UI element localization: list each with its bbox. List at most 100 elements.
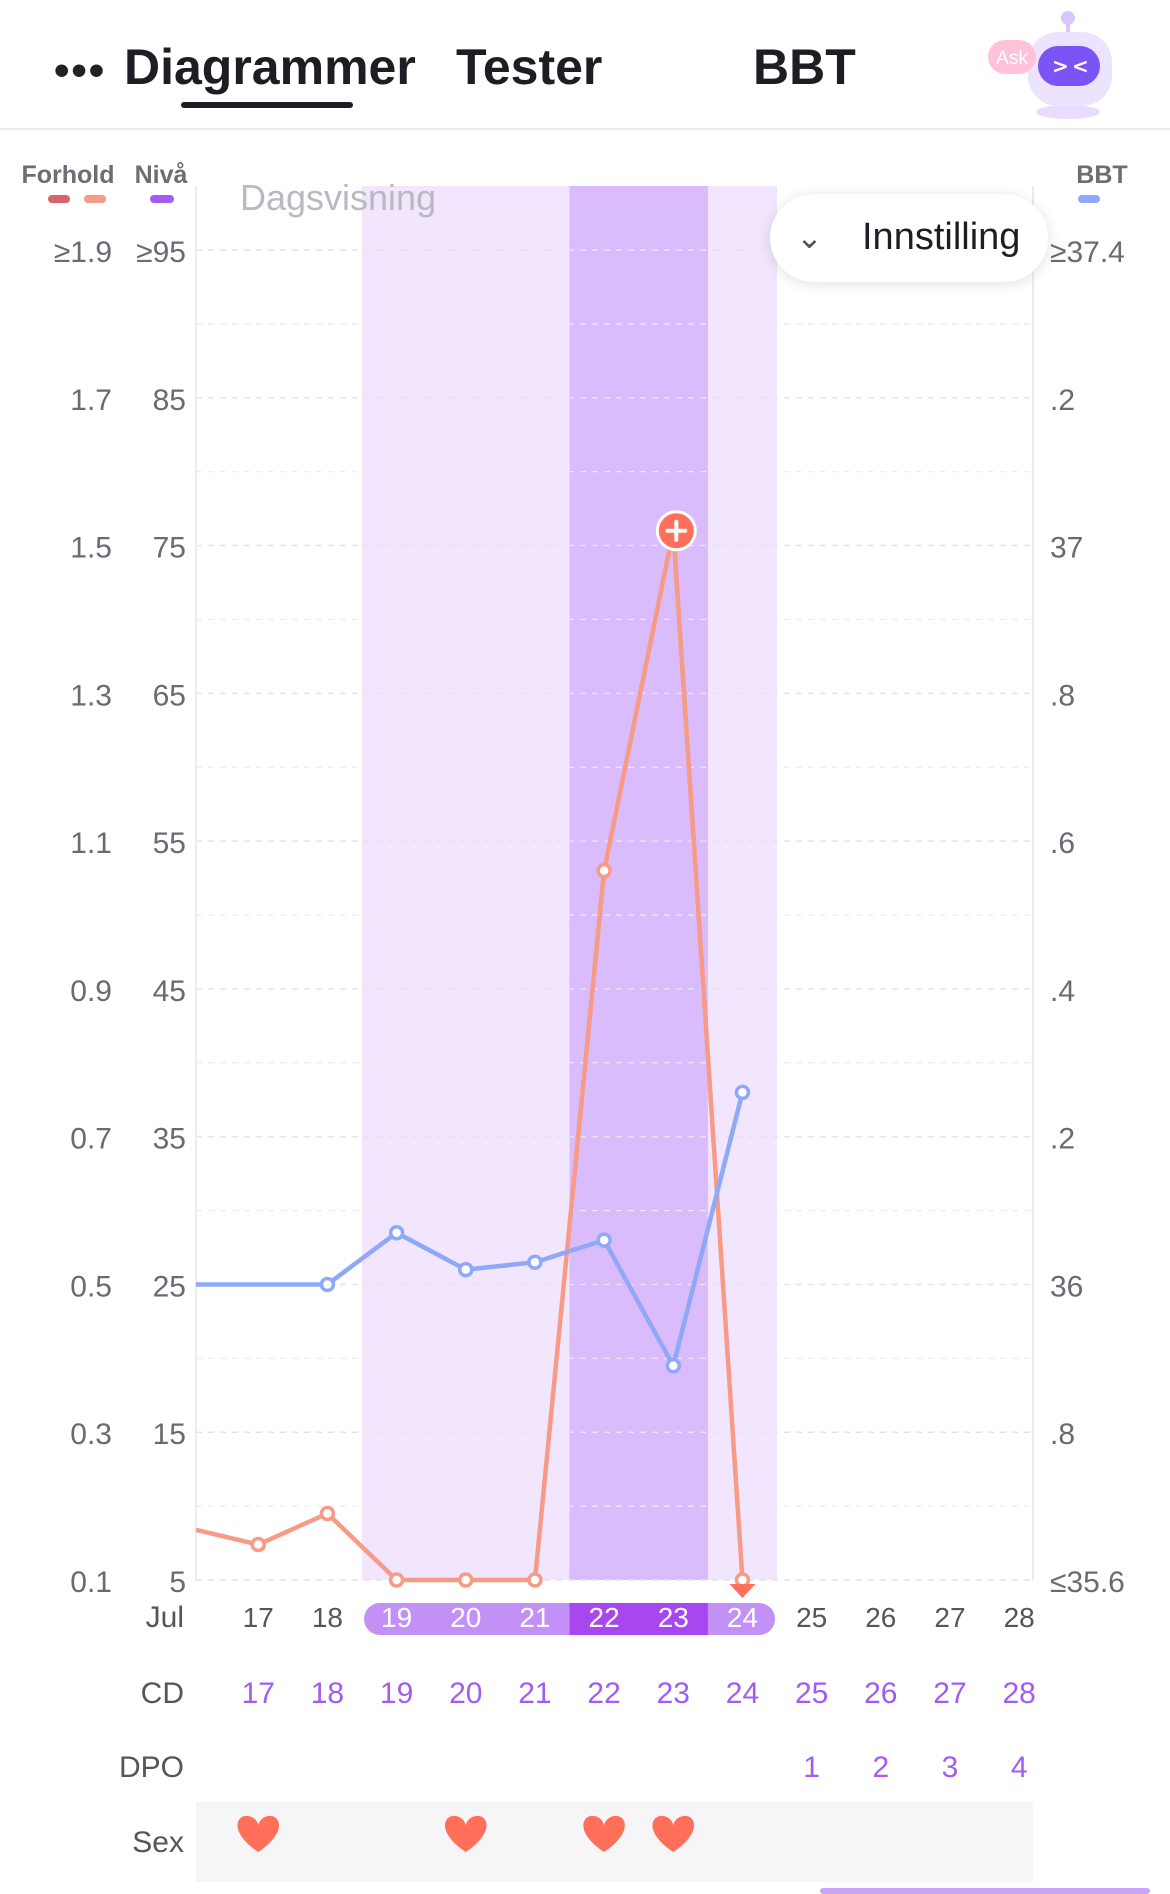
cd-value: 25 <box>795 1677 828 1710</box>
bbt-axis-tick: ≤35.6 <box>1050 1566 1125 1599</box>
ratio-point <box>388 1572 405 1588</box>
heart-icon <box>652 1815 695 1852</box>
sex-row-label: Sex <box>132 1826 184 1859</box>
heart-icon <box>237 1815 280 1852</box>
heart-icon <box>445 1815 487 1852</box>
svg-text:>: > <box>1052 54 1069 78</box>
bbt-point <box>596 1232 612 1248</box>
date-tick: 19 <box>381 1602 412 1633</box>
date-tick: 21 <box>519 1602 550 1633</box>
dpo-value: 3 <box>942 1751 959 1784</box>
cd-value: 24 <box>726 1677 759 1710</box>
svg-text:<: < <box>1072 54 1089 78</box>
more-menu-button[interactable]: ••• <box>54 46 107 95</box>
cd-value: 23 <box>657 1677 690 1710</box>
date-tick: 28 <box>1004 1602 1035 1633</box>
ratio-axis-tick: 0.3 <box>70 1418 112 1451</box>
date-tick: 27 <box>934 1602 965 1633</box>
cd-value: 19 <box>380 1677 413 1710</box>
settings-dropdown-button[interactable]: ⌄ Innstilling <box>770 194 1048 282</box>
bbt-axis-tick: 37 <box>1050 532 1083 565</box>
legend-swatch-bbt <box>1078 195 1100 203</box>
robot-assistant-icon: > < <box>1028 11 1112 119</box>
ask-assistant-button[interactable]: > < Ask <box>986 6 1116 124</box>
cd-value: 20 <box>449 1677 482 1710</box>
ratio-axis-tick: ≥1.9 <box>54 236 112 269</box>
legend-label-ratio: Forhold <box>21 161 114 189</box>
dpo-value: 4 <box>1011 1751 1028 1784</box>
legend-label-level: Nivå <box>135 161 188 189</box>
level-axis-tick: 35 <box>153 1123 186 1156</box>
level-axis-tick: ≥95 <box>136 236 186 269</box>
month-label: Jul <box>146 1601 184 1634</box>
cd-value: 21 <box>518 1677 551 1710</box>
level-axis-tick: 65 <box>153 679 186 712</box>
ratio-axis-tick: 1.3 <box>70 679 112 712</box>
dpo-row-label: DPO <box>119 1751 184 1784</box>
date-tick: 23 <box>658 1602 689 1633</box>
legend-swatch-level <box>150 195 174 203</box>
ratio-axis-tick: 0.1 <box>70 1566 112 1599</box>
bbt-point <box>527 1254 543 1271</box>
ratio-axis-tick: 0.9 <box>70 975 112 1008</box>
settings-label: Innstilling <box>862 216 1021 258</box>
ratio-point <box>596 862 612 879</box>
peak-date-pill <box>569 1603 708 1635</box>
date-tick: 25 <box>796 1602 827 1633</box>
date-tick: 24 <box>727 1602 758 1633</box>
view-label: Dagsvisning <box>240 177 436 218</box>
ratio-axis-tick: 0.7 <box>70 1123 112 1156</box>
level-axis-tick: 75 <box>153 532 186 565</box>
active-tab-indicator <box>181 102 353 108</box>
dpo-value: 1 <box>803 1751 820 1784</box>
ratio-axis-tick: 1.7 <box>70 384 112 417</box>
chevron-down-icon: ⌄ <box>796 219 823 255</box>
bbt-line <box>196 1091 745 1368</box>
tab-bbt[interactable]: BBT <box>753 39 856 95</box>
bbt-point <box>388 1224 405 1241</box>
cd-value: 17 <box>242 1677 275 1710</box>
dpo-value: 2 <box>872 1751 889 1784</box>
legend-swatch-ratio-light <box>84 195 106 203</box>
bbt-axis-tick: .2 <box>1050 1123 1075 1156</box>
ratio-axis-tick: 1.1 <box>70 827 112 860</box>
level-axis-tick: 55 <box>153 827 186 860</box>
bbt-axis-tick: .4 <box>1050 975 1075 1008</box>
date-tick: 22 <box>589 1602 620 1633</box>
bottom-sheet-handle[interactable] <box>820 1888 1150 1894</box>
ratio-axis-tick: 0.5 <box>70 1270 112 1303</box>
bbt-axis-tick: .6 <box>1050 827 1075 860</box>
cd-row-label: CD <box>141 1677 184 1710</box>
latest-result-arrow <box>729 1584 756 1598</box>
ratio-axis-tick: 1.5 <box>70 532 112 565</box>
heart-icon <box>583 1815 625 1852</box>
ask-badge: Ask <box>996 48 1028 69</box>
bbt-axis-tick: ≥37.4 <box>1050 236 1125 269</box>
peak-window-band <box>569 186 708 1580</box>
bbt-point <box>458 1261 474 1278</box>
date-tick: 26 <box>865 1602 896 1633</box>
ratio-point <box>458 1572 474 1588</box>
bbt-point <box>734 1084 751 1101</box>
bbt-axis-tick: .2 <box>1050 384 1075 417</box>
cycle-chart: Dagsvisning Forhold Nivå BBT ≥1.9 ≥95 ≥37.4 1.7… <box>21 161 1128 1882</box>
plus-icon <box>665 519 688 542</box>
bbt-axis-tick: .8 <box>1050 679 1075 712</box>
date-tick: 17 <box>243 1602 274 1633</box>
legend-label-bbt: BBT <box>1076 161 1127 189</box>
date-tick: 18 <box>312 1602 343 1633</box>
cd-value: 18 <box>311 1677 344 1710</box>
bbt-point <box>319 1276 336 1293</box>
tab-tester[interactable]: Tester <box>456 39 603 95</box>
cd-value: 26 <box>864 1677 897 1710</box>
level-axis-tick: 5 <box>169 1566 186 1599</box>
bbt-axis-tick: .8 <box>1050 1418 1075 1451</box>
tab-diagrammer[interactable]: Diagrammer <box>124 39 416 95</box>
date-tick: 20 <box>450 1602 481 1633</box>
ratio-point <box>250 1536 267 1553</box>
bbt-point <box>665 1357 682 1374</box>
top-header: ••• Diagrammer Tester BBT > < Ask <box>0 0 1170 130</box>
cd-value: 28 <box>1002 1677 1035 1710</box>
level-axis-tick: 25 <box>153 1270 186 1303</box>
cd-value: 22 <box>587 1677 620 1710</box>
